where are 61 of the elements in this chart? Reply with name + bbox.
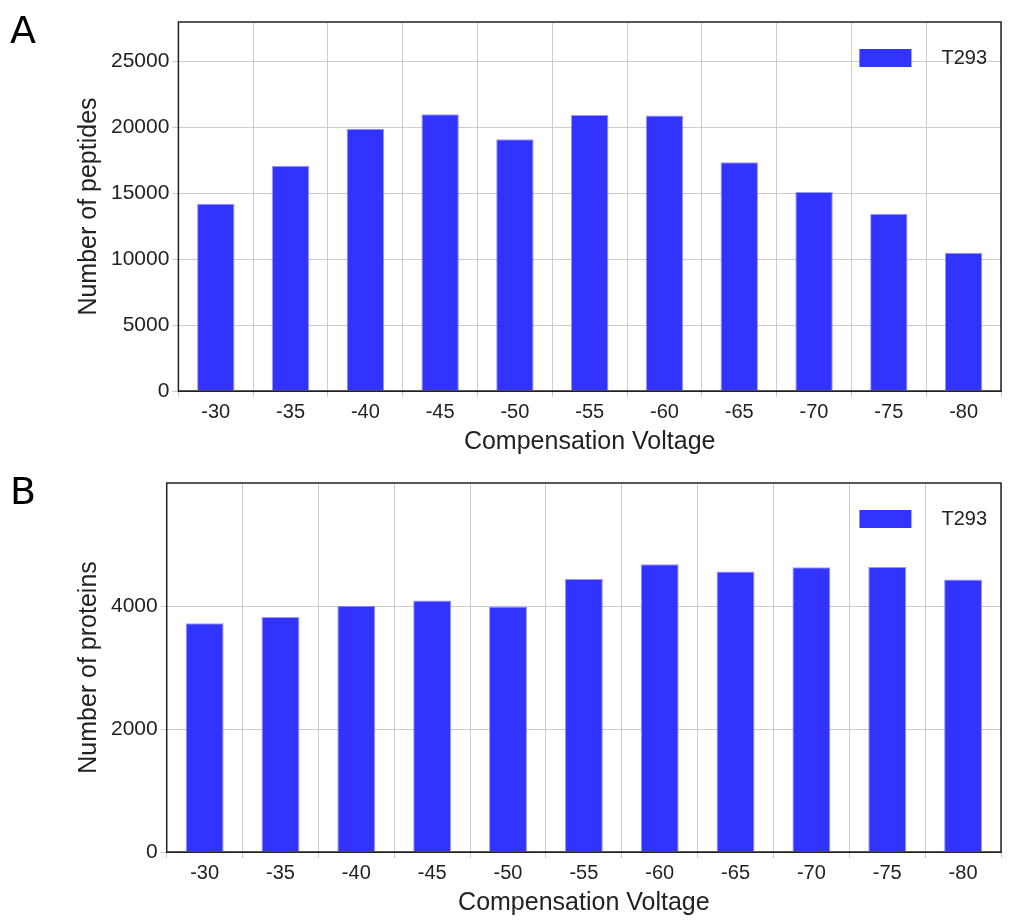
text: B xyxy=(10,469,37,513)
bar xyxy=(640,564,679,852)
bar xyxy=(197,203,235,391)
y-tick-label: 25000 xyxy=(110,48,170,72)
x-tick-label: -75 xyxy=(874,399,904,422)
bar xyxy=(645,115,684,391)
legend-label: T293 xyxy=(941,506,988,529)
bar xyxy=(870,213,908,391)
y-axis-title: Number of proteins xyxy=(72,561,101,774)
x-tick-label: -60 xyxy=(645,860,675,883)
x-tick-label: -35 xyxy=(266,860,295,883)
x-tick-label: -50 xyxy=(493,860,523,883)
y-tick-label: 5000 xyxy=(122,311,170,335)
x-tick-label: -70 xyxy=(796,860,826,883)
bar xyxy=(261,617,300,852)
x-tick-label: -45 xyxy=(425,399,455,422)
x-tick-label: -75 xyxy=(872,860,902,883)
y-tick-label: 20000 xyxy=(110,114,170,138)
x-tick-label: -30 xyxy=(201,399,231,422)
bar xyxy=(489,606,527,852)
x-axis-title: Compensation Voltage xyxy=(463,425,716,454)
bar xyxy=(185,623,224,852)
bar xyxy=(421,114,459,391)
y-tick-label: 2000 xyxy=(111,715,158,739)
text: A xyxy=(10,8,36,52)
x-tick-label: -80 xyxy=(948,860,978,883)
bar xyxy=(944,252,983,391)
x-tick-label: -65 xyxy=(721,860,750,883)
y-axis-title: Number of peptides xyxy=(72,97,101,316)
bar xyxy=(792,567,831,852)
y-tick-label: 15000 xyxy=(110,180,170,204)
x-tick-label: -80 xyxy=(949,399,979,422)
bar xyxy=(413,600,452,852)
bar xyxy=(571,114,609,391)
x-tick-label: -55 xyxy=(569,860,599,883)
x-tick-label: -55 xyxy=(575,399,605,422)
bar xyxy=(271,165,310,391)
bar xyxy=(944,579,983,852)
bar xyxy=(720,162,758,391)
x-tick-label: -35 xyxy=(276,399,306,422)
bar xyxy=(337,606,376,852)
x-tick-label: -45 xyxy=(417,860,447,883)
x-tick-label: -50 xyxy=(500,399,530,422)
bar xyxy=(868,566,907,852)
bar xyxy=(716,571,755,852)
x-tick-label: -40 xyxy=(350,399,380,422)
x-tick-label: -60 xyxy=(650,399,679,422)
x-tick-label: -40 xyxy=(341,860,371,883)
y-tick-label: 4000 xyxy=(111,592,158,616)
bar xyxy=(564,578,603,852)
x-tick-label: -30 xyxy=(190,860,220,883)
bar xyxy=(496,139,534,391)
y-tick-label: 0 xyxy=(146,838,158,862)
y-tick-label: 10000 xyxy=(110,246,170,270)
x-axis-title: Compensation Voltage xyxy=(458,886,710,915)
x-tick-label: -70 xyxy=(799,399,829,422)
legend-label: T293 xyxy=(941,45,988,68)
y-tick-label: 0 xyxy=(157,377,170,401)
bar xyxy=(346,128,385,391)
x-tick-label: -65 xyxy=(724,399,754,422)
bar xyxy=(795,192,833,391)
